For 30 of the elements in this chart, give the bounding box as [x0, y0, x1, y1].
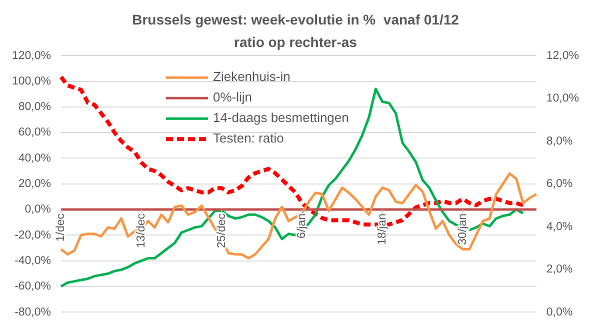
x-tick-label: 18/jan	[376, 214, 389, 245]
y2-tick-label: 8,0%	[546, 135, 573, 148]
x-tick-label: 6/jan	[296, 214, 308, 238]
y-tick-label: 0,0%	[24, 204, 52, 216]
y2-tick-label: 2,0%	[546, 264, 573, 276]
legend-label: 14-daags besmettingen	[213, 110, 349, 126]
y-tick-label: 80,0%	[18, 101, 52, 114]
y2-tick-label: 0,0%	[546, 306, 573, 318]
y-tick-label: -80,0%	[14, 306, 52, 318]
legend-label: Ziekenhuis-in	[213, 69, 290, 84]
x-tick-label: 25/dec	[216, 213, 228, 248]
legend-label: 0%-lijn	[213, 90, 252, 105]
legend-label: Testen: ratio	[213, 130, 284, 146]
y-tick-label: 20,0%	[18, 178, 52, 190]
y-tick-label: 40,0%	[18, 152, 52, 164]
y2-tick-label: 10,0%	[546, 92, 579, 105]
y-tick-label: 120,0%	[12, 50, 52, 62]
y-tick-label: -20,0%	[14, 229, 52, 242]
y2-tick-label: 6,0%	[546, 178, 573, 190]
chart-subtitle: ratio op rechter-as	[234, 34, 358, 50]
x-tick-label: 13/dec	[136, 213, 148, 248]
y2-tick-label: 12,0%	[546, 50, 579, 62]
y2-tick-label: 4,0%	[546, 220, 573, 233]
y-tick-label: 100,0%	[12, 75, 52, 88]
x-tick-label: 1/dec	[55, 213, 68, 242]
x-tick-label: 30/jan	[456, 214, 469, 245]
chart-title: Brussels gewest: week-evolutie in % vanaf 01/12	[132, 11, 460, 28]
y-tick-label: 60,0%	[18, 126, 52, 139]
y-tick-label: -40,0%	[14, 254, 52, 267]
y-tick-label: -60,0%	[14, 280, 52, 293]
